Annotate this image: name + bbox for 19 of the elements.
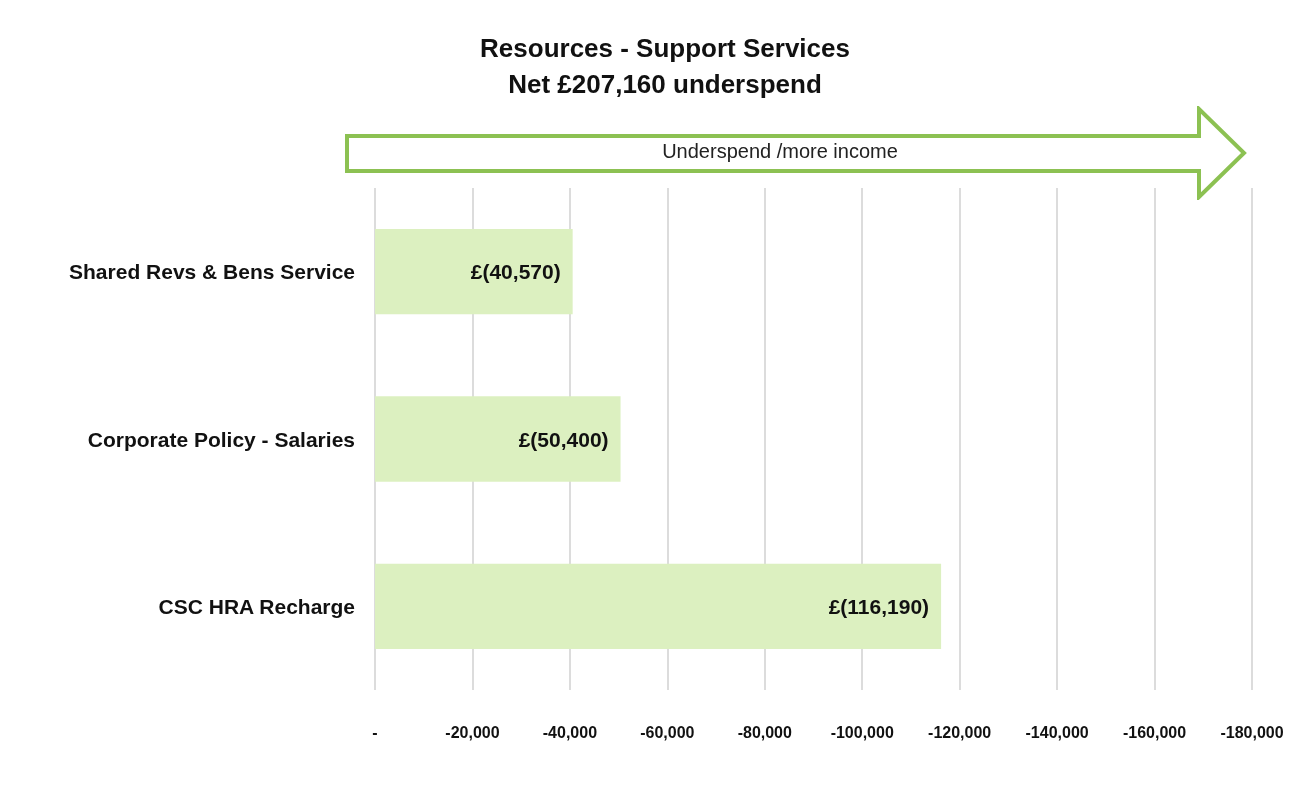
x-tick-label: -100,000 [830,723,894,741]
x-tick-label: -20,000 [445,723,500,741]
chart-title: Resources - Support Services [480,33,850,63]
x-tick-label: -40,000 [542,723,598,741]
x-tick-label: -80,000 [737,723,793,741]
x-tick-label: -160,000 [1122,723,1187,741]
x-tick-label: -180,000 [1220,723,1284,741]
y-tick-label: Corporate Policy - Salaries [87,427,355,451]
data-label: £(116,190) [828,594,930,618]
y-tick-label: Shared Revs & Bens Service [69,260,355,284]
x-tick-label: - [372,723,378,741]
chart-subtitle: Net £207,160 underspend [508,69,822,99]
x-tick-label: -140,000 [1025,723,1089,741]
x-tick-label: -120,000 [928,723,992,741]
data-label: £(50,400) [518,427,609,451]
x-tick-label: -60,000 [640,723,695,741]
data-label: £(40,570) [470,260,561,284]
y-tick-label: CSC HRA Recharge [158,594,355,618]
text: Underspend /more income [661,140,899,163]
